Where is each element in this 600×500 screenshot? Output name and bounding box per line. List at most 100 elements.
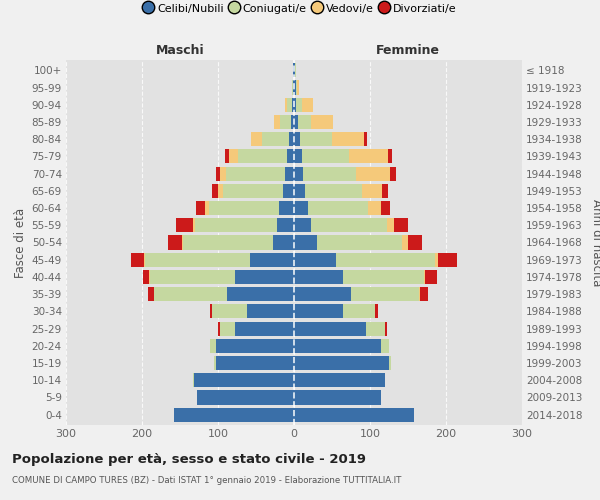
Bar [220, 322, 235, 336]
Bar [303, 166, 356, 180]
Bar [294, 390, 382, 404]
Bar [250, 252, 294, 267]
Bar [343, 304, 376, 318]
Bar [294, 236, 317, 250]
Bar [351, 287, 419, 301]
Bar [238, 150, 287, 164]
Bar [382, 184, 388, 198]
Bar [279, 201, 294, 215]
Bar [145, 252, 250, 267]
Bar [216, 166, 220, 180]
Bar [292, 98, 294, 112]
Bar [235, 322, 294, 336]
Bar [317, 236, 402, 250]
Bar [302, 150, 349, 164]
Bar [390, 166, 396, 180]
Bar [174, 408, 294, 422]
Bar [280, 115, 291, 129]
Bar [294, 304, 343, 318]
Bar [292, 80, 293, 94]
Legend: Celibi/Nubili, Coniugati/e, Vedovi/e, Divorziati/e: Celibi/Nubili, Coniugati/e, Vedovi/e, Di… [144, 3, 456, 14]
Bar [294, 218, 311, 232]
Bar [218, 184, 223, 198]
Bar [298, 115, 311, 129]
Bar [294, 408, 414, 422]
Bar [305, 184, 362, 198]
Bar [227, 287, 294, 301]
Bar [193, 218, 195, 232]
Bar [294, 338, 382, 353]
Bar [214, 356, 217, 370]
Bar [294, 322, 366, 336]
Bar [196, 201, 205, 215]
Bar [294, 64, 295, 78]
Bar [143, 252, 145, 267]
Bar [356, 166, 390, 180]
Bar [297, 80, 299, 94]
Bar [294, 252, 336, 267]
Bar [193, 373, 194, 388]
Bar [176, 218, 193, 232]
Y-axis label: Fasce di età: Fasce di età [14, 208, 28, 278]
Bar [408, 236, 422, 250]
Bar [434, 252, 439, 267]
Bar [277, 218, 294, 232]
Bar [262, 132, 289, 146]
Bar [387, 218, 394, 232]
Bar [247, 304, 294, 318]
Text: Popolazione per età, sesso e stato civile - 2019: Popolazione per età, sesso e stato civil… [12, 452, 366, 466]
Bar [294, 115, 298, 129]
Bar [388, 150, 392, 164]
Bar [295, 64, 296, 78]
Bar [220, 166, 226, 180]
Bar [209, 201, 279, 215]
Bar [223, 184, 283, 198]
Bar [424, 270, 425, 284]
Bar [148, 287, 154, 301]
Bar [294, 287, 351, 301]
Bar [294, 270, 343, 284]
Bar [293, 80, 294, 94]
Bar [131, 252, 143, 267]
Bar [296, 98, 302, 112]
Bar [183, 236, 273, 250]
Bar [420, 287, 428, 301]
Bar [197, 390, 294, 404]
Bar [211, 338, 217, 353]
Bar [402, 236, 408, 250]
Bar [380, 201, 390, 215]
Bar [308, 201, 368, 215]
Bar [294, 373, 385, 388]
Bar [225, 150, 229, 164]
Bar [226, 166, 285, 180]
Bar [294, 356, 389, 370]
Bar [285, 166, 294, 180]
Bar [209, 304, 212, 318]
Bar [212, 304, 247, 318]
Bar [336, 252, 434, 267]
Bar [294, 150, 302, 164]
Bar [235, 270, 294, 284]
Bar [364, 132, 367, 146]
Bar [283, 184, 294, 198]
Bar [143, 270, 149, 284]
Bar [287, 150, 294, 164]
Bar [287, 98, 292, 112]
Bar [366, 322, 385, 336]
Bar [362, 184, 382, 198]
Bar [149, 270, 235, 284]
Bar [194, 373, 294, 388]
Bar [439, 252, 457, 267]
Bar [285, 98, 287, 112]
Bar [293, 64, 294, 78]
Bar [212, 184, 218, 198]
Text: Maschi: Maschi [155, 44, 205, 58]
Bar [229, 150, 238, 164]
Bar [394, 218, 408, 232]
Bar [376, 304, 377, 318]
Bar [168, 236, 182, 250]
Bar [274, 115, 280, 129]
Bar [389, 356, 391, 370]
Bar [296, 80, 297, 94]
Bar [419, 287, 420, 301]
